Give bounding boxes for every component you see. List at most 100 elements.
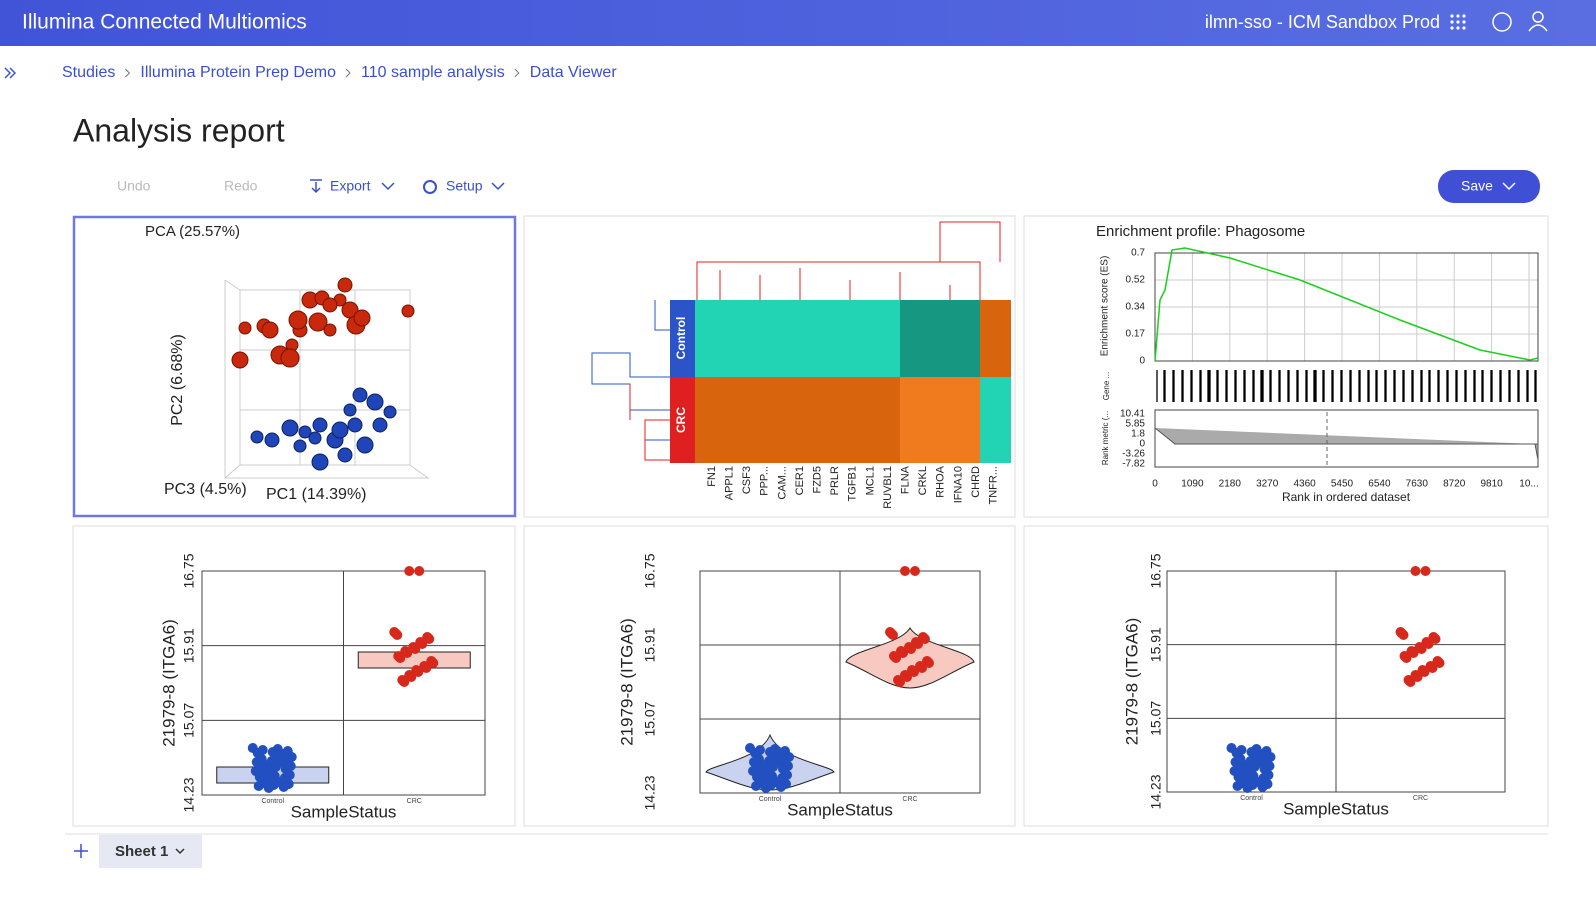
category-label: Control — [759, 796, 782, 803]
pca-point — [312, 417, 328, 433]
point — [1430, 634, 1441, 644]
pca-point — [353, 309, 371, 327]
pca-point — [281, 419, 299, 437]
point — [253, 781, 264, 791]
chevron — [175, 848, 185, 855]
sheet-tab-label[interactable]: Sheet 1 — [115, 843, 168, 860]
undo-button[interactable]: Undo — [117, 178, 151, 194]
x-tick-label: 6540 — [1368, 479, 1391, 490]
panel[interactable] — [72, 215, 517, 518]
expand-nav[interactable] — [4, 67, 17, 79]
add-sheet[interactable] — [74, 844, 88, 858]
heatmap — [591, 221, 1011, 463]
group-label: CRC — [674, 407, 688, 433]
point — [776, 782, 786, 792]
point — [278, 782, 289, 792]
point — [276, 758, 287, 768]
pca-point — [298, 425, 312, 439]
breadcrumb-link[interactable]: Data Viewer — [530, 64, 618, 81]
category-label: CRC — [902, 796, 917, 803]
point — [1258, 773, 1269, 783]
y-tick-label: 16.75 — [1148, 553, 1164, 588]
user-icon-body — [1528, 24, 1548, 32]
dot-plots: 14.23 15.07 15.91 16.75 Control CRC SampleStat… — [159, 553, 1506, 821]
metric-tick-label: 1.8 — [1131, 429, 1145, 440]
point — [906, 644, 916, 654]
point — [250, 766, 261, 776]
setup-button[interactable]: Setup — [446, 178, 483, 194]
separator — [125, 68, 131, 78]
app-title[interactable]: Illumina Connected Multiomics — [22, 11, 307, 34]
point — [751, 781, 761, 791]
breadcrumb-link[interactable]: 110 sample analysis — [361, 64, 505, 81]
x-tick-label: 1090 — [1181, 479, 1204, 490]
pca-y-label: PC2 (6.68%) — [169, 334, 186, 426]
pca-point — [372, 417, 388, 433]
chevron — [1502, 182, 1516, 191]
hits-label: Gene ... — [1102, 372, 1111, 400]
point — [1231, 748, 1242, 758]
point — [406, 672, 417, 682]
point — [765, 747, 775, 757]
point — [764, 756, 774, 766]
pca-point — [383, 405, 397, 419]
redo-button[interactable]: Redo — [224, 178, 258, 194]
point — [264, 774, 275, 784]
point — [763, 765, 773, 775]
gene-label: TGFB1 — [847, 466, 859, 501]
pca-point — [331, 421, 349, 439]
gene-label: RHOA — [935, 465, 947, 497]
pca-point — [293, 439, 307, 453]
y-tick-label: 15.07 — [181, 703, 197, 738]
top-bar — [0, 0, 1596, 46]
apps-icon[interactable] — [1450, 14, 1466, 30]
y-label: Enrichment score (ES) — [1100, 256, 1111, 357]
pca-point — [261, 321, 279, 339]
setup-icon — [423, 180, 437, 194]
gene-label: APPL1 — [724, 466, 736, 500]
pca-point — [231, 351, 249, 369]
breadcrumb-link[interactable]: Illumina Protein Prep Demo — [140, 64, 336, 81]
save-button[interactable] — [1438, 170, 1540, 203]
y-label: 21979-8 (ITGA6) — [617, 618, 636, 746]
point — [762, 774, 772, 784]
point — [917, 663, 927, 673]
breadcrumb-link[interactable]: Studies — [62, 64, 115, 81]
help-icon[interactable] — [1492, 12, 1512, 32]
workspace[interactable]: ilmn-sso - ICM Sandbox Prod — [1205, 12, 1440, 32]
point — [1257, 782, 1268, 792]
point — [891, 653, 901, 663]
point — [774, 758, 784, 768]
gene-label: MCL1 — [864, 466, 876, 495]
sheet-tab[interactable] — [99, 835, 202, 868]
y-tick-label: 0.17 — [1126, 329, 1146, 340]
point — [266, 756, 277, 766]
axis — [1154, 409, 1539, 468]
point — [910, 566, 920, 576]
metric-tick-label: 0 — [1139, 439, 1145, 450]
point — [1410, 566, 1421, 576]
point — [1416, 644, 1427, 654]
point — [424, 634, 435, 644]
enrichment-title: Enrichment profile: Phagosome — [1096, 223, 1305, 240]
point — [279, 773, 290, 783]
pca-point — [311, 453, 329, 471]
y-label: 21979-8 (ITGA6) — [1122, 618, 1141, 746]
point — [263, 783, 274, 793]
category-label: CRC — [407, 798, 422, 805]
y-tick-label: 15.91 — [1148, 627, 1164, 662]
point — [1232, 781, 1243, 791]
category-label: Control — [261, 798, 284, 805]
separator — [514, 68, 520, 78]
save-label[interactable]: Save — [1461, 178, 1493, 194]
point — [1420, 566, 1431, 576]
export-button[interactable]: Export — [330, 178, 371, 194]
point — [761, 783, 771, 793]
user-icon[interactable] — [1532, 11, 1544, 23]
point — [404, 566, 415, 576]
es-curve — [1154, 247, 1539, 362]
point — [1405, 677, 1416, 687]
group-label: Control — [674, 317, 688, 360]
panel[interactable] — [1023, 525, 1549, 827]
